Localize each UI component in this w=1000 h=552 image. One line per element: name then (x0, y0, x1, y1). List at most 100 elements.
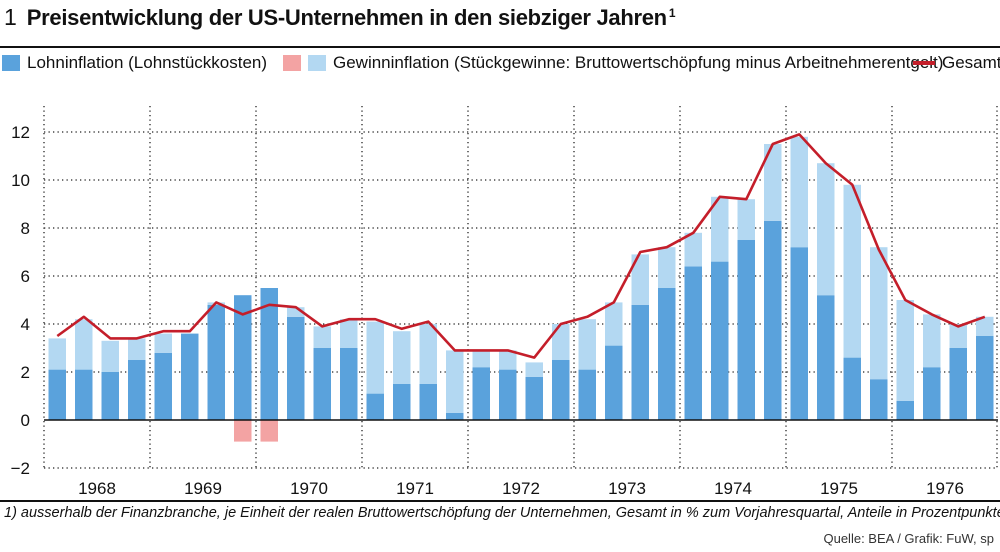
bar-profit-1973-Q2 (605, 302, 623, 346)
bar-profit-1976-Q2 (923, 314, 941, 368)
source: Quelle: BEA / Grafik: FuW, sp (823, 531, 994, 546)
bar-profit-1974-Q3 (737, 199, 755, 240)
bar-wage-1968-Q1 (48, 369, 66, 420)
legend-swatch-total (913, 61, 935, 65)
bar-profit-1976-Q3 (949, 324, 967, 348)
y-tick-label-8: 8 (21, 219, 30, 238)
bar-wage-1972-Q1 (472, 367, 490, 420)
bar-wage-1973-Q4 (658, 288, 676, 420)
bar-wage-1971-Q2 (393, 384, 411, 420)
legend-item-total: Gesamt (913, 50, 1000, 76)
bar-wage-1971-Q1 (366, 393, 384, 420)
bar-wage-1974-Q4 (764, 220, 782, 420)
bar-profit-1972-Q4 (552, 324, 570, 360)
bar-profit-1974-Q1 (684, 232, 702, 267)
bar-wage-1969-Q4 (234, 295, 252, 420)
bar-profit-1971-Q1 (366, 321, 384, 394)
bars (48, 136, 994, 442)
total-line-group (56, 133, 986, 359)
bar-wage-1972-Q3 (525, 376, 543, 420)
bar-wage-1976-Q2 (923, 367, 941, 420)
bottom-rule (0, 500, 1000, 502)
y-tick-label-2: 2 (21, 363, 30, 382)
bar-wage-1970-Q3 (313, 348, 331, 420)
bar-wage-1975-Q1 (790, 247, 808, 420)
bar-wage-1968-Q2 (75, 369, 93, 420)
footnote: 1) ausserhalb der Finanzbranche, je Einh… (4, 505, 1000, 521)
bar-profit-1973-Q4 (658, 247, 676, 288)
bar-wage-1976-Q3 (949, 348, 967, 420)
bar-profit-1976-Q1 (896, 300, 914, 401)
bar-wage-1974-Q2 (711, 261, 729, 420)
bar-profit-1974-Q4 (764, 144, 782, 221)
bar-profit-1970-Q2 (287, 307, 305, 317)
bar-profit-1970-Q4 (340, 319, 358, 348)
figure-number: 1 (4, 4, 17, 30)
legend-label-total: Gesamt (942, 53, 1000, 72)
x-tick-labels: 1968 1969 1970 1971 1972 1973 1974 1975 1976 (78, 479, 964, 498)
bar-profit-1968-Q3 (101, 340, 119, 372)
bar-profit-1975-Q1 (790, 136, 808, 248)
bar-profit-1968-Q2 (75, 319, 93, 370)
y-tick-label-12: 12 (11, 123, 30, 142)
chart-title: Preisentwicklung der US-Unternehmen in d… (26, 5, 676, 31)
legend-swatch-profit-positive (308, 55, 326, 71)
bar-wage-1968-Q3 (101, 372, 119, 420)
legend: Lohninflation (Lohnstückkosten) Gewinnin… (0, 50, 1000, 76)
bar-wage-1969-Q1 (154, 352, 172, 420)
bar-wage-1969-Q2 (181, 333, 199, 420)
total-line (56, 133, 986, 359)
x-year-label-1969: 1969 (184, 479, 222, 498)
bar-wage-1970-Q1 (260, 288, 278, 420)
bar-profit-1968-Q4 (128, 338, 146, 360)
y-tick-label-4: 4 (21, 315, 30, 334)
x-year-label-1968: 1968 (78, 479, 116, 498)
bar-wage-1976-Q4 (976, 336, 994, 420)
y-tick-label-10: 10 (11, 171, 30, 190)
bar-profit-1974-Q2 (711, 196, 729, 262)
bar-wage-1972-Q2 (499, 369, 517, 420)
bar-wage-1975-Q2 (817, 295, 835, 420)
bar-wage-1973-Q1 (578, 369, 596, 420)
chart-header: 1 Preisentwicklung der US-Unternehmen in… (4, 4, 676, 42)
bar-profit-1972-Q2 (499, 350, 517, 370)
bar-wage-1973-Q3 (631, 304, 649, 420)
bar-wage-1971-Q4 (446, 412, 464, 420)
bar-profit-1970-Q3 (313, 326, 331, 348)
bar-profit-1972-Q1 (472, 350, 490, 368)
bar-profit-1970-Q1 (260, 420, 278, 442)
legend-label-wage: Lohninflation (Lohnstückkosten) (27, 53, 268, 72)
x-year-label-1970: 1970 (290, 479, 328, 498)
legend-item-wage: Lohninflation (Lohnstückkosten) (2, 50, 267, 76)
bar-profit-1975-Q3 (843, 184, 861, 358)
bar-wage-1968-Q4 (128, 360, 146, 420)
chart-title-text: Preisentwicklung der US-Unternehmen in d… (26, 5, 667, 30)
bar-wage-1971-Q3 (419, 384, 437, 420)
x-year-label-1973: 1973 (608, 479, 646, 498)
bar-profit-1975-Q2 (817, 163, 835, 296)
bar-profit-1972-Q3 (525, 362, 543, 377)
legend-item-profit: Gewinninflation (Stückgewinne: Bruttower… (283, 50, 943, 76)
grid (43, 106, 998, 470)
bar-profit-1971-Q4 (446, 350, 464, 413)
bar-wage-1970-Q4 (340, 348, 358, 420)
bar-wage-1975-Q4 (870, 379, 888, 420)
bar-profit-1968-Q1 (48, 338, 66, 370)
chart-plot: −2 0 2 4 6 8 10 12 1968 1969 1970 1971 1972 1973 1974… (11, 106, 998, 498)
x-year-label-1971: 1971 (396, 479, 434, 498)
bar-profit-1975-Q4 (870, 247, 888, 380)
legend-label-profit: Gewinninflation (Stückgewinne: Bruttower… (333, 53, 944, 72)
title-footnote-mark: 1 (668, 5, 676, 20)
y-tick-label-0: 0 (21, 411, 30, 430)
x-year-label-1975: 1975 (820, 479, 858, 498)
x-year-label-1972: 1972 (502, 479, 540, 498)
bar-profit-1973-Q1 (578, 319, 596, 370)
bar-wage-1970-Q2 (287, 316, 305, 420)
y-tick-label--2: −2 (11, 459, 30, 478)
bar-profit-1971-Q2 (393, 331, 411, 384)
bar-profit-1971-Q3 (419, 324, 437, 384)
bar-wage-1969-Q3 (207, 304, 225, 420)
bar-wage-1974-Q3 (737, 240, 755, 420)
y-tick-labels: −2 0 2 4 6 8 10 12 (11, 123, 30, 478)
y-tick-label-6: 6 (21, 267, 30, 286)
